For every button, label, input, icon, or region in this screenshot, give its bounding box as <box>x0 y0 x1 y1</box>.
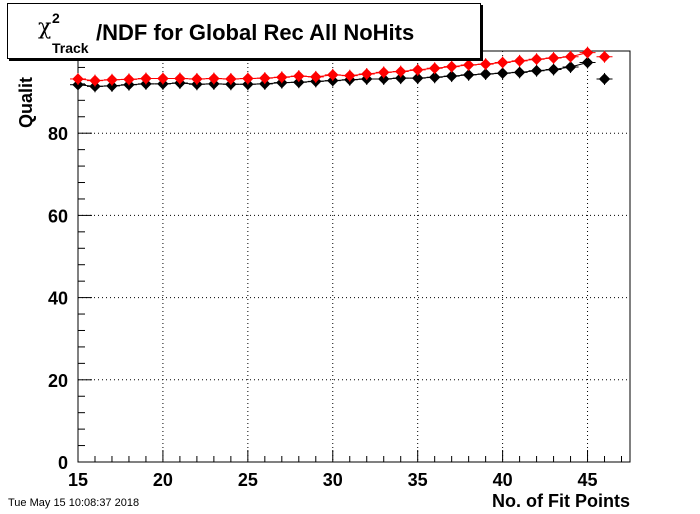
y-tick-label: 80 <box>48 124 68 144</box>
data-point <box>395 65 407 78</box>
data-point <box>310 71 322 83</box>
data-point <box>123 73 135 86</box>
data-point <box>547 52 560 64</box>
data-point <box>191 73 203 85</box>
data-point <box>462 59 475 71</box>
data-point <box>530 53 543 65</box>
data-point <box>293 76 305 88</box>
data-point <box>106 74 118 86</box>
data-point <box>479 68 492 80</box>
data-point <box>361 68 373 80</box>
data-point <box>174 72 186 85</box>
chi-symbol: χ <box>38 15 52 40</box>
chart-title: χ 2 Track /NDF for Global Rec All NoHits <box>38 10 414 56</box>
x-axis-label: No. of Fit Points <box>492 491 630 511</box>
data-point <box>293 70 305 82</box>
data-point <box>378 66 390 79</box>
y-tick-label: 0 <box>58 453 68 473</box>
data-point <box>395 72 407 84</box>
data-point <box>479 58 492 70</box>
data-point <box>462 69 475 81</box>
series-1 <box>70 56 613 93</box>
data-point <box>344 69 356 82</box>
x-tick-label: 20 <box>153 470 173 490</box>
data-point <box>242 72 254 85</box>
axes: 15202530354045020406080100 <box>38 42 631 490</box>
data-point <box>564 51 577 63</box>
data-point <box>259 72 271 84</box>
data-point <box>547 63 560 76</box>
data-point <box>106 80 118 92</box>
y-tick-label: 60 <box>48 206 68 226</box>
data-point <box>411 64 424 76</box>
data-point <box>89 74 101 87</box>
data-point <box>564 61 577 73</box>
x-tick-label: 40 <box>493 470 513 490</box>
x-tick-label: 45 <box>578 470 598 490</box>
data-point <box>411 72 424 84</box>
data-point <box>513 55 526 67</box>
plot-frame <box>77 50 631 463</box>
data-point <box>581 46 594 59</box>
data-point <box>428 62 441 74</box>
y-axis-label: Qualit <box>16 76 36 128</box>
data-point <box>496 67 509 79</box>
datestamp: Tue May 15 10:08:37 2018 <box>8 497 140 509</box>
series-0 <box>70 46 613 87</box>
x-tick-label: 25 <box>238 470 258 490</box>
data-point <box>581 56 594 69</box>
grid-lines <box>78 51 630 462</box>
data-point <box>513 66 526 79</box>
data-point <box>157 72 169 85</box>
y-tick-label: 20 <box>48 371 68 391</box>
data-point <box>496 56 509 69</box>
title-subscript: Track <box>52 40 89 56</box>
data-point <box>428 71 441 84</box>
data-point <box>530 65 543 77</box>
data-point <box>327 69 339 81</box>
data-point <box>140 72 152 85</box>
data-point <box>378 73 390 85</box>
title-superscript: 2 <box>52 10 60 26</box>
title-text: /NDF for Global Rec All NoHits <box>96 20 415 45</box>
x-tick-label: 15 <box>68 470 88 490</box>
series-layer <box>70 46 613 93</box>
data-point <box>598 51 611 63</box>
chart-title-box: χ 2 Track /NDF for Global Rec All NoHits <box>7 3 481 59</box>
x-tick-label: 30 <box>323 470 343 490</box>
y-tick-label: 40 <box>48 289 68 309</box>
data-point <box>208 72 220 85</box>
x-tick-label: 35 <box>408 470 428 490</box>
data-point <box>598 73 611 85</box>
data-point <box>445 70 458 82</box>
data-point <box>72 73 84 85</box>
data-point <box>225 73 237 85</box>
data-point <box>445 60 458 73</box>
data-point <box>276 71 288 84</box>
